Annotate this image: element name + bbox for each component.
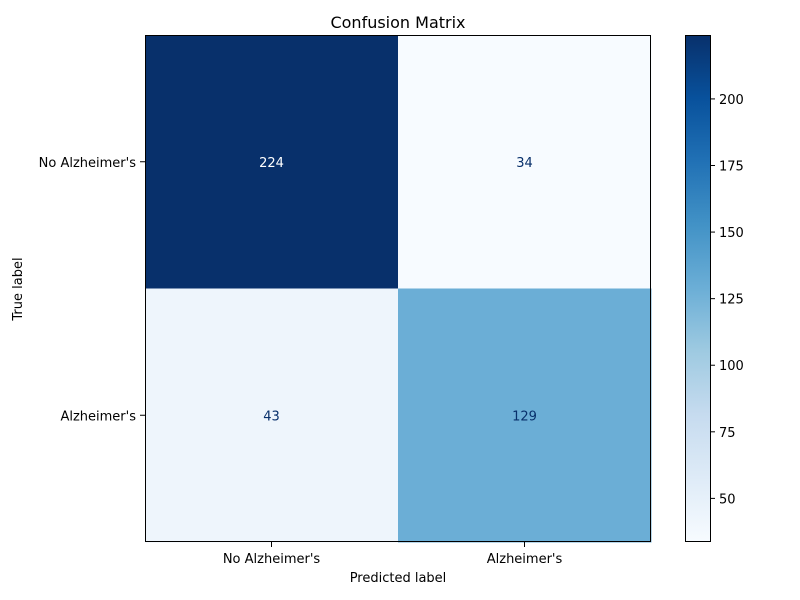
colorbar-tick-label: 125: [719, 293, 744, 308]
colorbar-tick-label: 100: [719, 359, 744, 374]
cell-value-0-0: 224: [259, 156, 284, 171]
x-axis-label: Predicted label: [350, 571, 447, 586]
chart-title: Confusion Matrix: [330, 13, 465, 32]
cell-value-0-1: 34: [516, 156, 533, 171]
plot-frame: [145, 35, 651, 542]
colorbar-frame: [685, 35, 711, 542]
x-tick-label: Alzheimer's: [487, 552, 563, 567]
cell-value-1-0: 43: [263, 409, 280, 424]
y-axis: No Alzheimer's Alzheimer's: [39, 156, 145, 424]
heatmap-cells: [145, 35, 652, 543]
colorbar-ticks: 50 75 100 125 150 175 200: [710, 93, 744, 507]
x-tick-label: No Alzheimer's: [223, 552, 321, 567]
y-tick-label: No Alzheimer's: [39, 156, 137, 171]
y-axis-label: True label: [11, 257, 26, 321]
colorbar-tick-label: 50: [719, 492, 736, 507]
y-tick-label: Alzheimer's: [60, 409, 136, 424]
heatmap-cell-0-1: [398, 35, 652, 289]
colorbar-tick-label: 175: [719, 159, 744, 174]
colorbar: [685, 35, 710, 541]
x-axis: No Alzheimer's Alzheimer's: [223, 542, 563, 567]
cell-value-1-1: 129: [512, 409, 537, 424]
colorbar-tick-label: 75: [719, 426, 736, 441]
colorbar-tick-label: 200: [719, 93, 744, 108]
cell-value-labels: 224 34 43 129: [259, 156, 537, 425]
heatmap-cell-1-0: [145, 288, 399, 543]
heatmap-cell-0-0: [145, 35, 399, 289]
heatmap-cell-1-1: [398, 288, 652, 543]
colorbar-tick-label: 150: [719, 226, 744, 241]
